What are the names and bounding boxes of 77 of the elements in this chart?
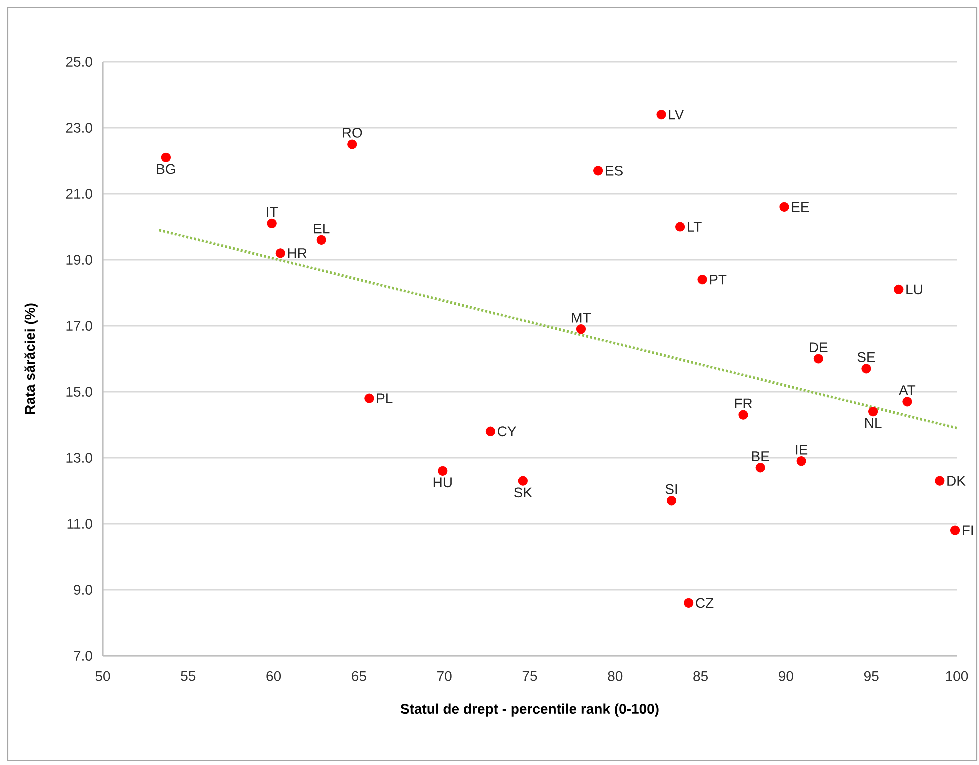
annotation: EL <box>314 224 330 234</box>
annotation: DK <box>948 476 966 486</box>
y-axis-title: Rata sărăciei (%) <box>24 304 38 414</box>
x-tick-label: 70 <box>438 671 452 682</box>
x-tick-label: 55 <box>181 671 196 682</box>
point <box>738 410 748 420</box>
x-tick-label: 65 <box>352 671 366 682</box>
point <box>902 397 912 407</box>
x-tick-label: 95 <box>864 671 879 682</box>
annotation: SK <box>514 488 532 498</box>
point <box>364 394 374 404</box>
point <box>935 476 945 486</box>
annotation: CY <box>498 426 516 437</box>
point <box>780 202 790 212</box>
annotation: SI <box>666 484 678 494</box>
y-tick-label: 17.0 <box>66 321 92 331</box>
point <box>796 456 806 466</box>
annotation: FR <box>735 398 752 408</box>
annotation: BG <box>157 164 176 174</box>
point <box>348 140 358 150</box>
annotation: SE <box>858 352 876 362</box>
point <box>316 235 326 245</box>
point <box>684 598 694 608</box>
x-axis-title: Statul de drept - percentile rank (0-100) <box>400 704 659 717</box>
point <box>656 110 666 120</box>
point <box>576 324 586 334</box>
y-tick-label: 19.0 <box>66 255 92 265</box>
point <box>518 476 528 486</box>
point <box>868 406 878 417</box>
x-tick-label: 75 <box>522 671 538 682</box>
annotation: LT <box>688 222 702 232</box>
point <box>486 426 496 436</box>
annotation: ES <box>606 166 623 176</box>
x-tick-label: 100 <box>946 671 968 682</box>
x-tick-label: 80 <box>608 671 623 682</box>
point <box>161 152 171 162</box>
point <box>676 222 686 232</box>
annotation: IE <box>796 445 808 455</box>
point <box>862 364 872 374</box>
annotation: RO <box>343 128 362 138</box>
x-tick-label: 90 <box>779 671 794 682</box>
point <box>276 248 286 258</box>
point <box>950 526 960 536</box>
annotation: LU <box>906 284 922 295</box>
y-tick-label: 21.0 <box>66 189 92 199</box>
annotation: BE <box>752 452 770 462</box>
y-tick-label: 7.0 <box>74 651 92 661</box>
annotation: PL <box>377 394 393 404</box>
y-tick-label: 11.0 <box>68 519 92 529</box>
annotation: AT <box>899 386 916 396</box>
point <box>698 274 708 285</box>
point <box>756 463 766 473</box>
point <box>438 466 448 476</box>
x-tick-label: 85 <box>694 671 708 682</box>
annotation: MT <box>572 313 592 323</box>
annotation: PT <box>710 274 727 285</box>
point <box>267 218 277 228</box>
y-tick-label: 23.0 <box>66 123 92 133</box>
y-tick-label: 9.0 <box>74 585 92 595</box>
annotation: HU <box>434 478 452 488</box>
y-tick-label: 25.0 <box>66 57 92 67</box>
point <box>666 496 677 506</box>
y-tick-label: 15.0 <box>66 387 92 397</box>
annotation: CZ <box>696 598 714 608</box>
annotation: IT <box>267 207 278 218</box>
annotation: NL <box>866 418 882 428</box>
y-tick-label: 13.0 <box>66 453 92 463</box>
point <box>814 354 824 364</box>
x-tick-label: 60 <box>266 671 282 682</box>
point <box>594 166 604 176</box>
x-tick-label: 50 <box>96 671 110 682</box>
point <box>894 284 904 295</box>
annotation: FI <box>963 526 974 536</box>
annotation: EE <box>792 202 810 212</box>
annotation: HR <box>288 248 307 258</box>
annotation: DE <box>810 342 828 352</box>
annotation: LV <box>669 110 684 120</box>
